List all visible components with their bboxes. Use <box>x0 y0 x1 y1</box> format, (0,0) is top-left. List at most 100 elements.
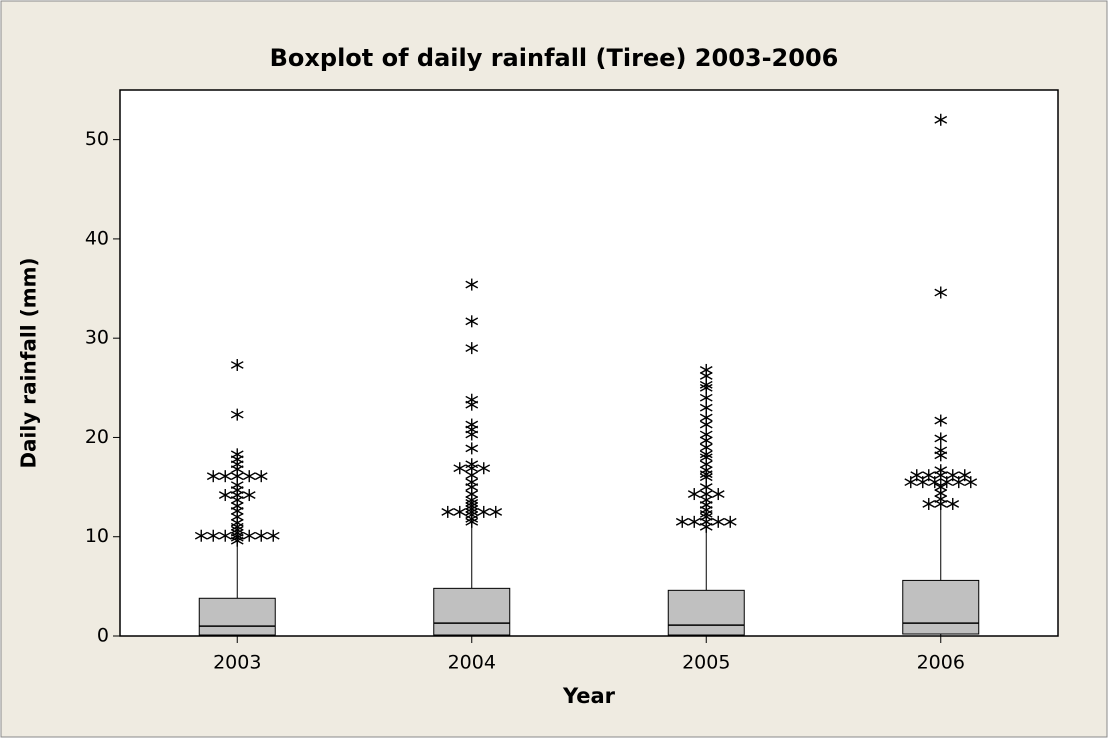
outlier-stroke <box>699 450 713 459</box>
x-tick-label: 2003 <box>213 652 261 674</box>
outlier <box>242 470 256 483</box>
outlier-stroke <box>194 531 208 540</box>
outlier <box>465 393 479 406</box>
outlier <box>958 469 972 482</box>
outlier-stroke <box>675 517 689 526</box>
outlier-stroke <box>934 466 948 475</box>
x-tick-label: 2004 <box>448 652 496 674</box>
outlier-stroke <box>465 344 479 353</box>
outlier-stroke <box>230 410 244 419</box>
x-tick-label: 2005 <box>682 652 730 674</box>
box <box>902 579 980 635</box>
outlier <box>206 470 220 483</box>
outlier-stroke <box>922 500 936 508</box>
outlier <box>946 469 960 482</box>
outlier-stroke <box>699 420 713 429</box>
outlier <box>465 315 479 328</box>
outlier-stroke <box>230 450 244 459</box>
outlier-stroke <box>465 444 479 453</box>
outlier-stroke <box>699 366 713 374</box>
outlier-stroke <box>934 446 948 455</box>
outlier <box>230 358 244 371</box>
outlier-stroke <box>699 430 713 439</box>
outlier <box>441 505 455 518</box>
outlier-stroke <box>441 507 455 516</box>
outlier-stroke <box>934 416 948 425</box>
outlier <box>934 444 948 457</box>
outlier-stroke <box>230 361 244 369</box>
outlier-stroke <box>940 478 954 487</box>
outlier-stroke <box>916 478 930 487</box>
outlier-stroke <box>465 471 479 480</box>
y-tick-label: 20 <box>85 426 109 448</box>
y-tick-label: 40 <box>85 227 109 249</box>
outlier <box>477 462 491 475</box>
outlier <box>218 470 232 483</box>
x-axis-label: Year <box>562 684 616 708</box>
outlier <box>934 464 948 477</box>
outlier-stroke <box>465 460 479 469</box>
outlier-stroke <box>723 517 737 526</box>
outlier-stroke <box>465 478 479 487</box>
y-axis-label: Daily rainfall (mm) <box>17 257 41 468</box>
outlier <box>194 529 208 542</box>
outlier-stroke <box>958 471 972 480</box>
outlier-stroke <box>934 434 948 443</box>
outlier-stroke <box>218 491 232 499</box>
outlier <box>465 342 479 355</box>
outlier-stroke <box>206 472 220 481</box>
outlier-stroke <box>254 531 268 540</box>
outlier <box>922 469 936 482</box>
outlier <box>254 529 268 542</box>
outlier-stroke <box>964 478 978 487</box>
outlier <box>699 363 713 376</box>
outlier <box>218 489 232 502</box>
outlier-stroke <box>266 531 280 540</box>
outlier <box>687 488 701 501</box>
outlier <box>465 418 479 431</box>
y-tick-label: 0 <box>97 625 109 647</box>
outlier-stroke <box>218 531 232 540</box>
outlier-stroke <box>465 420 479 429</box>
outlier <box>242 489 256 502</box>
plot-area <box>119 89 1059 637</box>
outlier-stroke <box>465 395 479 404</box>
outlier-stroke <box>254 472 268 481</box>
outlier-stroke <box>230 481 244 490</box>
outlier-stroke <box>477 507 491 516</box>
outlier <box>922 497 936 510</box>
outlier <box>230 408 244 421</box>
outlier-stroke <box>218 472 232 481</box>
box <box>433 587 511 636</box>
outlier <box>910 469 924 482</box>
outlier <box>465 458 479 471</box>
outlier-stroke <box>699 460 713 469</box>
outlier <box>934 414 948 427</box>
outlier-stroke <box>699 443 713 452</box>
outlier <box>453 462 467 475</box>
outlier-stroke <box>928 478 942 487</box>
outlier <box>711 515 725 528</box>
outlier <box>230 448 244 461</box>
outlier-stroke <box>465 490 479 498</box>
outlier <box>934 432 948 445</box>
outlier <box>465 442 479 455</box>
outlier <box>453 505 467 518</box>
outlier-stroke <box>242 531 256 540</box>
outlier <box>934 286 948 299</box>
outlier-stroke <box>699 490 713 498</box>
outlier <box>934 113 948 126</box>
y-tick-label: 10 <box>85 525 109 547</box>
outlier-stroke <box>230 472 244 481</box>
outlier <box>266 529 280 542</box>
outlier <box>934 481 948 494</box>
outlier <box>489 505 503 518</box>
outlier-stroke <box>453 507 467 516</box>
outlier-stroke <box>465 317 479 326</box>
outlier <box>675 515 689 528</box>
outlier-stroke <box>206 531 220 540</box>
outlier <box>465 278 479 291</box>
outlier <box>946 497 960 510</box>
